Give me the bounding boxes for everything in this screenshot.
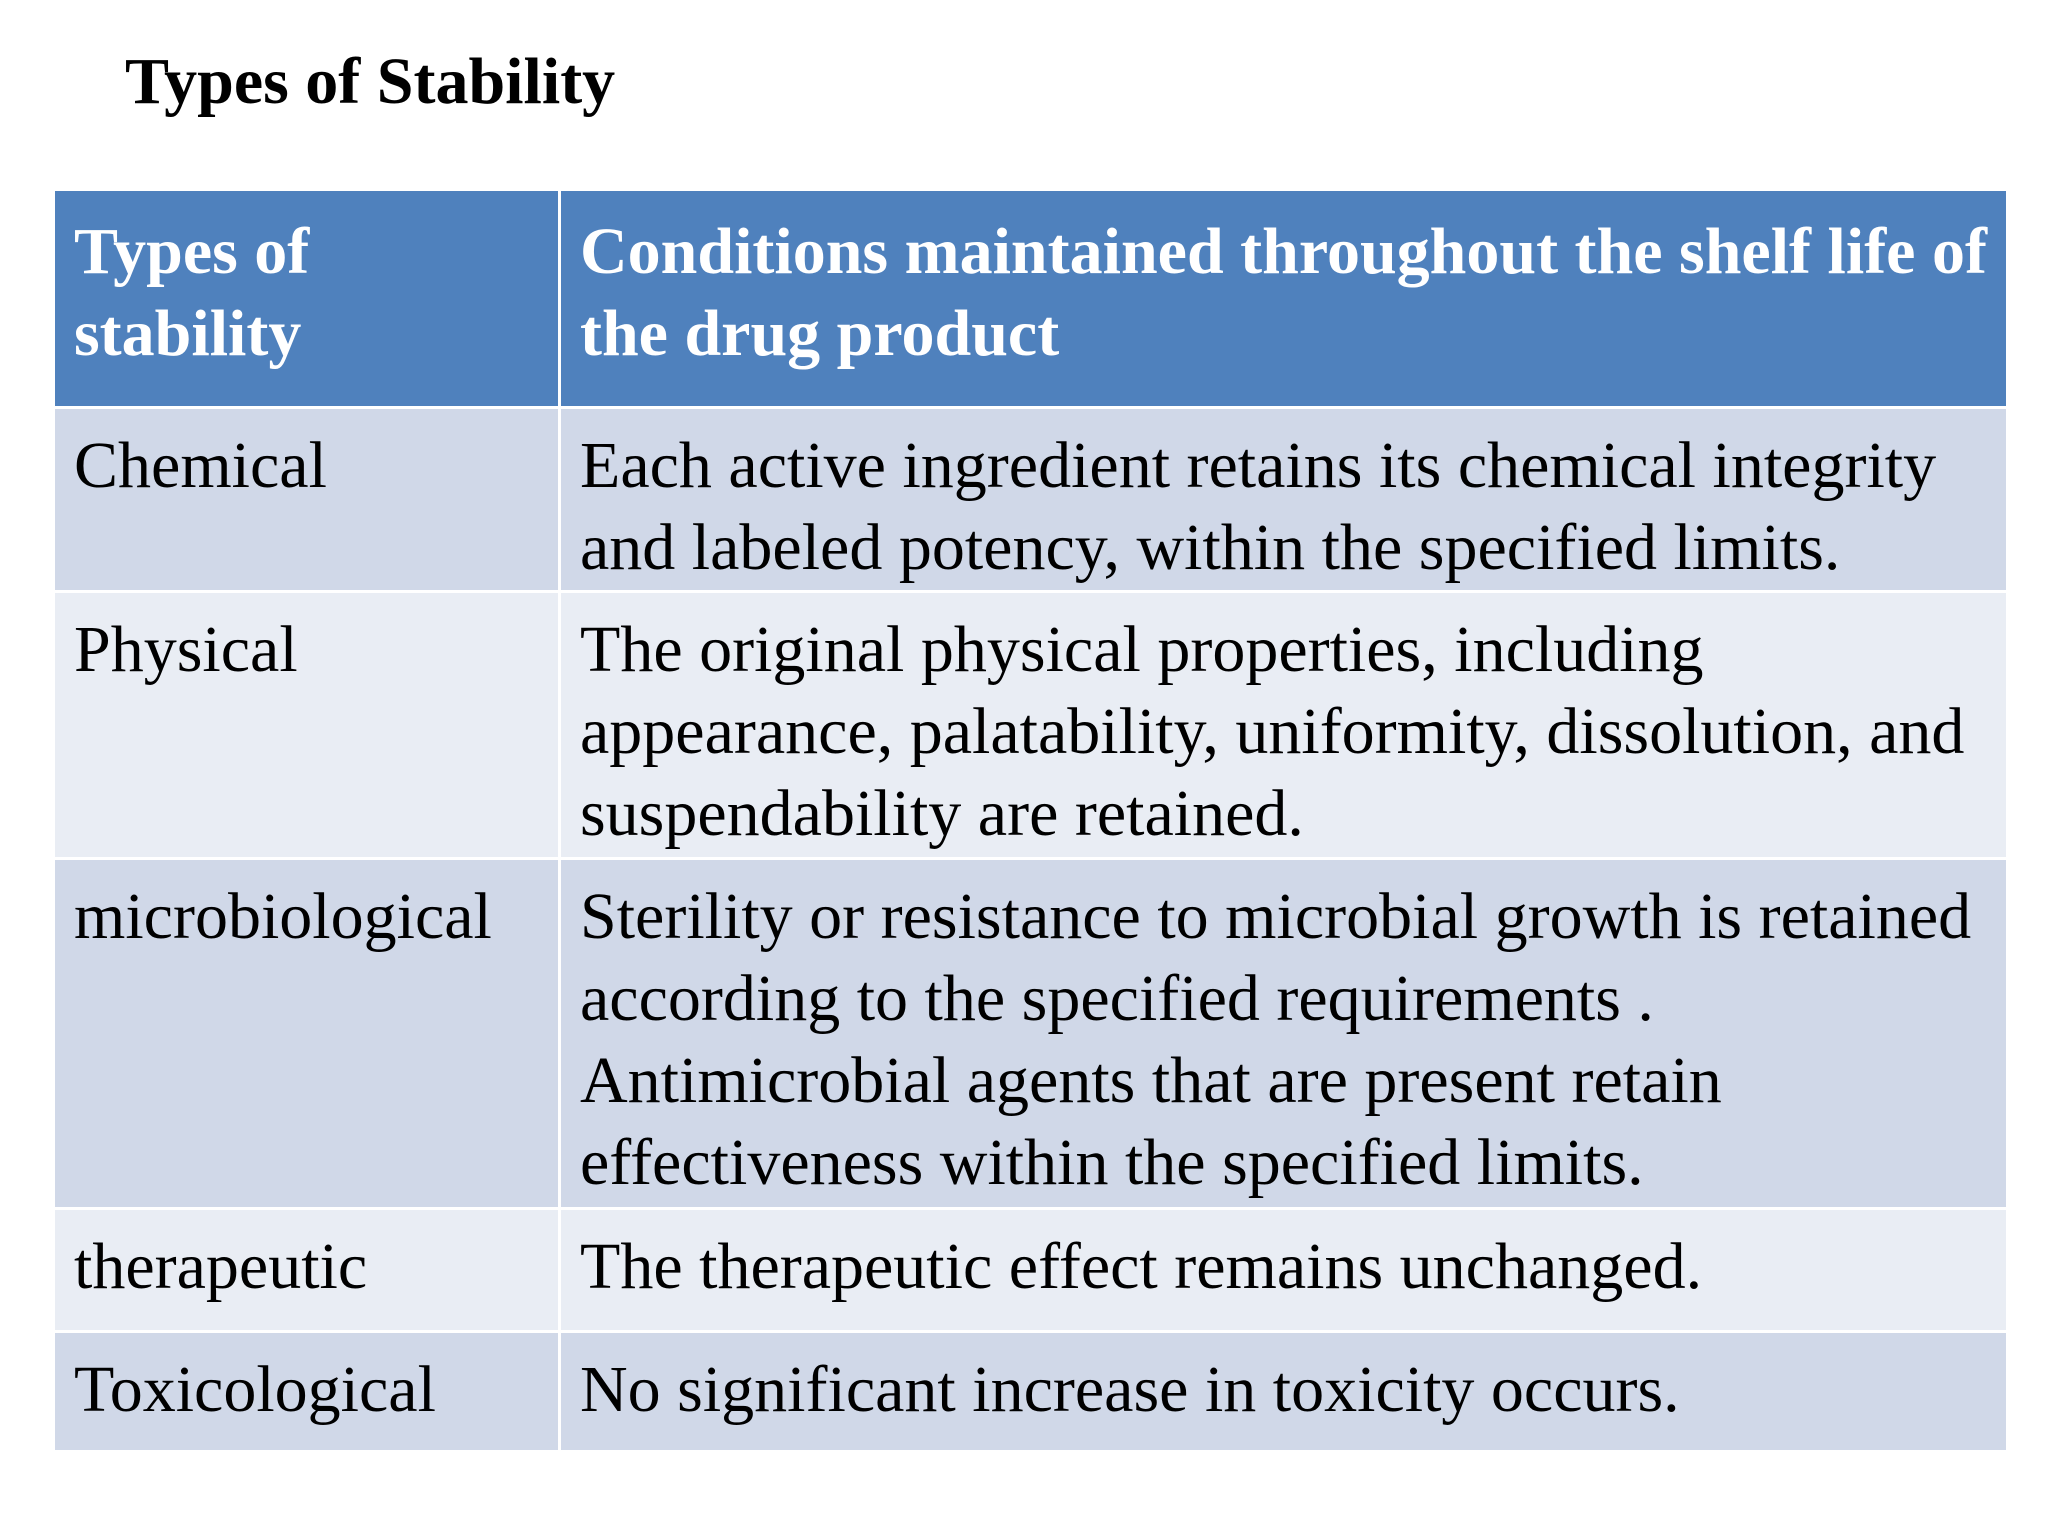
condition-cell: The original physical properties, includ… — [558, 590, 2009, 860]
slide-title: Types of Stability — [125, 45, 616, 118]
stability-type-cell: therapeutic — [52, 1207, 561, 1333]
table-row: therapeutic The therapeutic effect remai… — [52, 1207, 2009, 1333]
stability-type-cell: microbiological — [52, 857, 561, 1210]
header-types-of-stability: Types of stability — [52, 188, 561, 409]
header-conditions: Conditions maintained throughout the she… — [558, 188, 2009, 409]
condition-cell: The therapeutic effect remains unchanged… — [558, 1207, 2009, 1333]
table-header-row: Types of stability Conditions maintained… — [52, 188, 2009, 409]
condition-cell: Sterility or resistance to microbial gro… — [558, 857, 2009, 1210]
condition-cell: No significant increase in toxicity occu… — [558, 1330, 2009, 1453]
stability-type-cell: Chemical — [52, 406, 561, 593]
stability-type-cell: Physical — [52, 590, 561, 860]
stability-type-cell: Toxicological — [52, 1330, 561, 1453]
table-row: Chemical Each active ingredient retains … — [52, 406, 2009, 593]
stability-table: Types of stability Conditions maintained… — [52, 188, 2009, 1453]
table-row: microbiological Sterility or resistance … — [52, 857, 2009, 1210]
table-row: Physical The original physical propertie… — [52, 590, 2009, 860]
condition-cell: Each active ingredient retains its chemi… — [558, 406, 2009, 593]
table-row: Toxicological No significant increase in… — [52, 1330, 2009, 1453]
